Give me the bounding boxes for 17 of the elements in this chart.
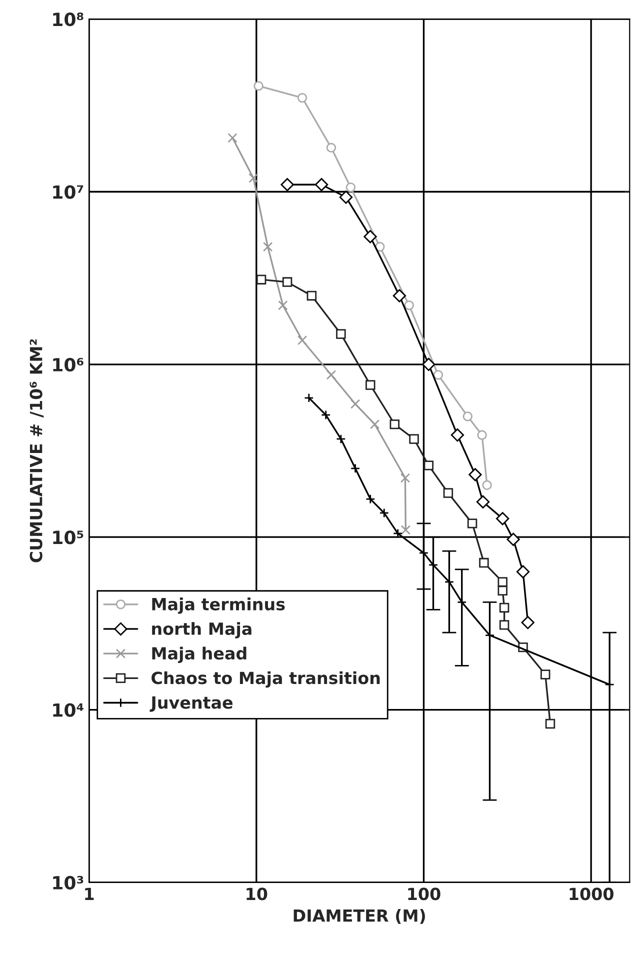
y-tick-label: 10⁸ bbox=[53, 12, 84, 26]
y-tick-label: 10⁶ bbox=[53, 358, 84, 372]
y-tick-label: 10⁷ bbox=[53, 185, 84, 199]
x-tick-label: 1 bbox=[85, 888, 94, 900]
x-tick-label: 1000 bbox=[570, 888, 614, 900]
x-tick-label: 100 bbox=[408, 888, 440, 900]
legend-label: Chaos to Maja transition bbox=[152, 671, 380, 688]
legend-label: Juventae bbox=[150, 696, 233, 712]
x-axis-title: DIAMETER (M) bbox=[294, 909, 425, 924]
x-tick-label: 10 bbox=[246, 888, 268, 900]
legend-label: north Maja bbox=[152, 622, 252, 638]
legend-label: Maja head bbox=[152, 646, 246, 663]
y-tick-label: 10³ bbox=[53, 876, 84, 890]
legend-label: Maja terminus bbox=[152, 598, 285, 614]
y-tick-label: 10⁵ bbox=[53, 530, 84, 544]
y-tick-label: 10⁴ bbox=[53, 703, 84, 717]
y-axis-title: CUMULATIVE # /10⁶ KM² bbox=[30, 339, 44, 562]
